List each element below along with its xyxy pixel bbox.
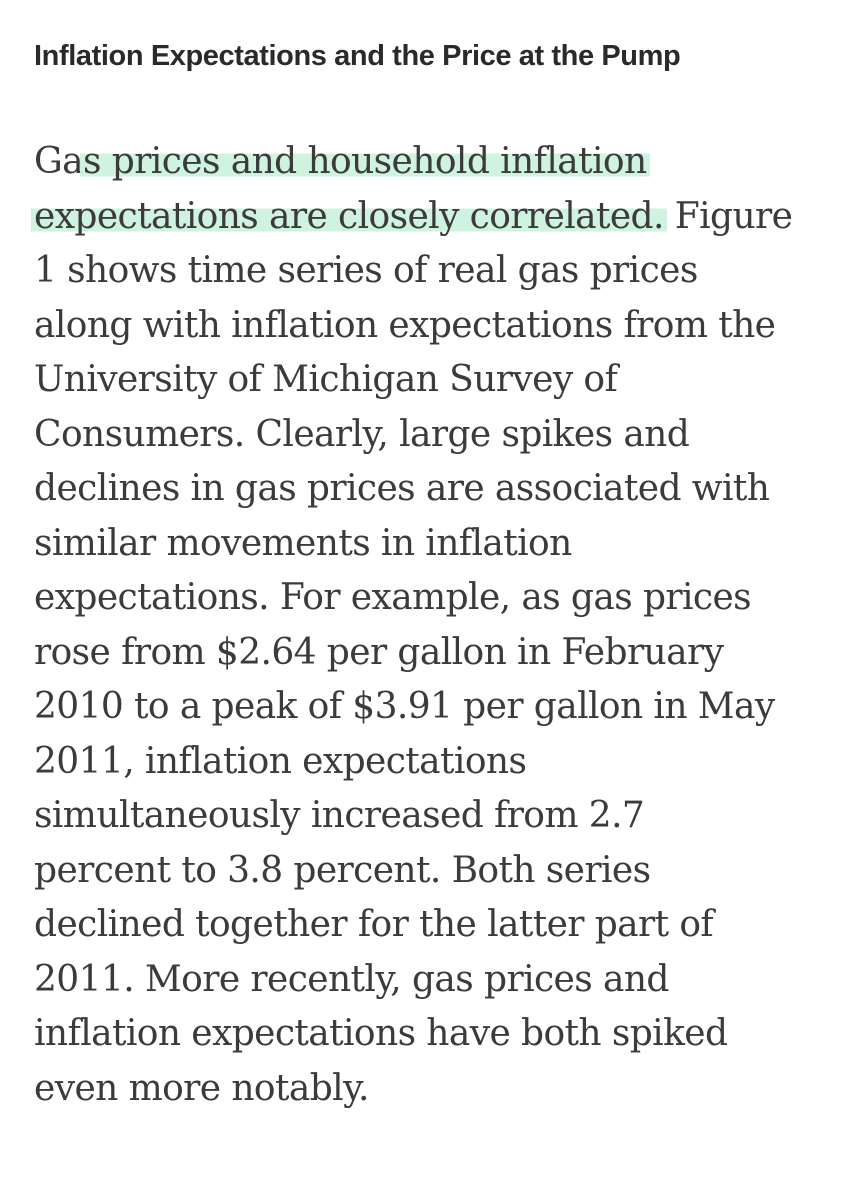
paragraph-line: percent to 3.8 percent. Both series bbox=[34, 844, 792, 899]
paragraph-line: expectations. For example, as gas prices bbox=[34, 571, 792, 626]
paragraph-text: inflation expectations have both spiked bbox=[34, 1013, 728, 1054]
paragraph-line: even more notably. bbox=[34, 1062, 792, 1117]
paragraph-text: similar movements in inflation bbox=[34, 522, 572, 564]
paragraph-line: simultaneously increased from 2.7 bbox=[34, 789, 792, 844]
paragraph-text: Figure bbox=[663, 195, 793, 237]
paragraph-text: expectations. For example, as gas prices bbox=[34, 577, 752, 618]
paragraph-text: percent to 3.8 percent. Both series bbox=[34, 849, 651, 891]
paragraph-text: declined together for the latter part of bbox=[34, 904, 714, 945]
highlighted-text: expectations are closely correlated. bbox=[31, 195, 667, 237]
paragraph-text: 1 shows time series of real gas prices bbox=[34, 250, 698, 291]
article-heading: Inflation Expectations and the Price at … bbox=[34, 40, 681, 72]
paragraph-line: 2010 to a peak of $3.91 per gallon in Ma… bbox=[34, 680, 792, 735]
paragraph-text: simultaneously increased from 2.7 bbox=[34, 795, 645, 836]
highlighted-text: s prices and household inflation bbox=[80, 141, 650, 182]
paragraph-line: expectations are closely correlated. Fig… bbox=[31, 190, 793, 245]
paragraph-line: University of Michigan Survey of bbox=[34, 353, 792, 408]
paragraph-text: 2011, inflation expectations bbox=[34, 740, 527, 782]
paragraph-text: along with inflation expectations from t… bbox=[34, 304, 776, 346]
paragraph-text: declines in gas prices are associated wi… bbox=[34, 468, 770, 509]
paragraph-text: 2010 to a peak of $3.91 per gallon in Ma… bbox=[34, 686, 775, 727]
paragraph-text: Ga bbox=[34, 141, 84, 182]
paragraph-text: rose from $2.64 per gallon in February bbox=[34, 631, 724, 673]
paragraph-line: inflation expectations have both spiked bbox=[34, 1007, 792, 1062]
paragraph-line: declined together for the latter part of bbox=[34, 898, 792, 953]
article-paragraph: Gas prices and household inflation expect… bbox=[31, 135, 793, 1117]
paragraph-line: along with inflation expectations from t… bbox=[34, 299, 792, 354]
paragraph-text: University of Michigan Survey of bbox=[34, 359, 618, 400]
paragraph-line: Gas prices and household inflation bbox=[34, 135, 792, 190]
paragraph-line: 2011. More recently, gas prices and bbox=[34, 953, 792, 1008]
paragraph-line: Consumers. Clearly, large spikes and bbox=[34, 408, 792, 463]
paragraph-line: 1 shows time series of real gas prices bbox=[34, 244, 792, 299]
paragraph-text: Consumers. Clearly, large spikes and bbox=[34, 413, 690, 455]
paragraph-text: 2011. More recently, gas prices and bbox=[34, 958, 669, 1000]
paragraph-line: 2011, inflation expectations bbox=[34, 735, 792, 790]
paragraph-line: similar movements in inflation bbox=[34, 517, 792, 572]
paragraph-line: declines in gas prices are associated wi… bbox=[34, 462, 792, 517]
paragraph-line: rose from $2.64 per gallon in February bbox=[34, 626, 792, 681]
paragraph-text: even more notably. bbox=[34, 1067, 370, 1109]
